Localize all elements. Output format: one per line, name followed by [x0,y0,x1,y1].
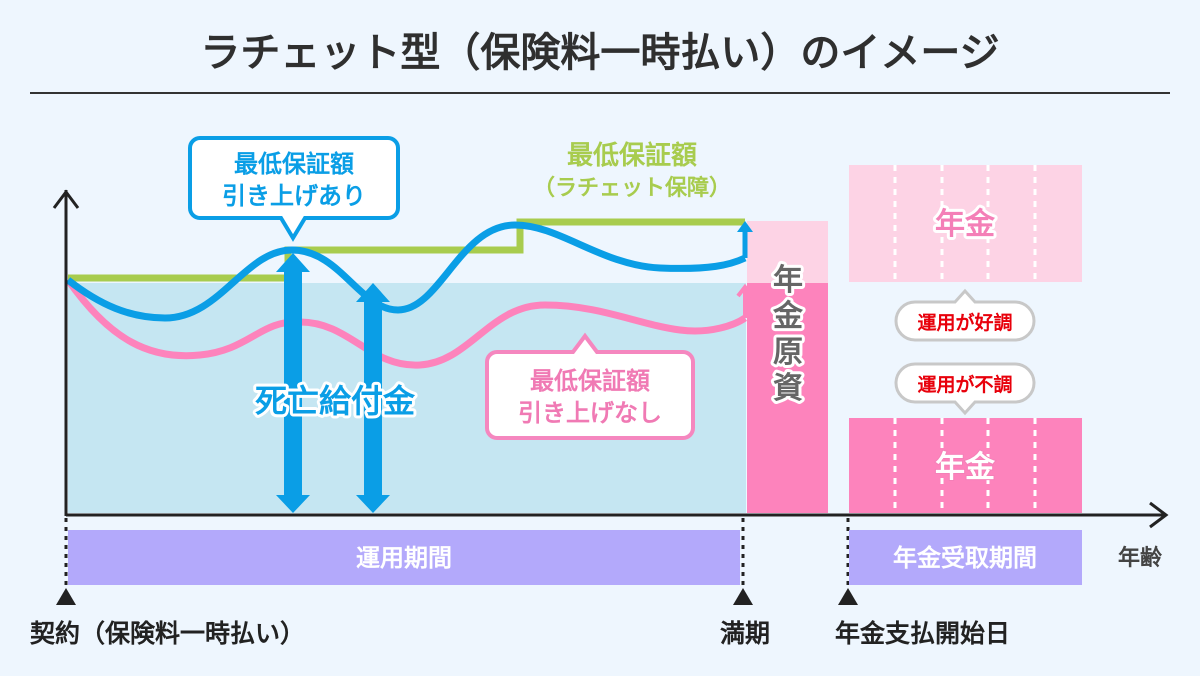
pension-good-box [849,165,1082,282]
receipt-period-bar [849,530,1082,585]
pension-fund-char: 原 [773,335,803,370]
guarantee-line-green [68,218,745,282]
double-arrow-icon [356,283,390,513]
pension-good-label: 年金 [935,207,996,242]
milestone-contract: 契約（保険料一時払い） [30,619,305,648]
triangle-icon [733,588,753,605]
death-benefit-arrows [276,253,390,513]
pension-bad-label: 年金 [935,450,996,485]
pension-fund-lower [747,283,828,513]
death-benefit-label: 死亡給付金 [255,382,416,420]
triangle-icon [56,588,76,605]
investment-period-bar [68,530,740,585]
callout-without-raise: 最低保証額 引き上げなし [485,332,695,440]
page-title: ラチェット型（保険料一時払い）のイメージ [200,30,999,76]
milestone-ticks [64,518,850,588]
callout-without-raise-line2: 引き上げなし [518,399,662,427]
pension-fund-char: 資 [773,371,803,406]
curve-without-raise [65,277,748,369]
milestone-maturity: 満期 [720,619,770,648]
curve-with-raise [65,221,747,322]
x-axis-arrow-icon [1149,501,1169,529]
blue-up-arrow-icon [737,221,753,232]
pension-fund-char: 金 [772,299,804,334]
x-axis-label: 年齢 [1118,545,1163,571]
y-axis-arrow-icon [52,189,80,209]
callout-with-raise-line1: 最低保証額 [234,150,354,178]
milestone-markers [56,588,858,605]
pension-dividers [893,165,1037,513]
bubble-good-text: 運用が好調 [917,311,1012,334]
callout-with-raise-line2: 引き上げあり [222,182,366,210]
pension-fund-label: 年 金 原 資 [769,260,807,409]
callout-with-raise: 最低保証額 引き上げあり [188,136,400,242]
triangle-icon [838,588,858,605]
callout-ratchet: 最低保証額 （ラチェット保障） [533,140,731,201]
callout-without-raise-line1: 最低保証額 [530,367,650,395]
receipt-period-label: 年金受取期間 [893,544,1037,572]
pink-up-arrow-icon [736,283,754,318]
callout-ratchet-line1: 最低保証額 [567,140,697,171]
callout-ratchet-line2: （ラチェット保障） [533,175,731,201]
investment-period-label: 運用期間 [356,544,452,572]
bubble-bad: 運用が不調 [894,362,1036,416]
bubble-good: 運用が好調 [894,288,1036,342]
pension-bad-box [849,418,1082,513]
pension-fund-upper [747,221,828,283]
milestone-payout-start: 年金支払開始日 [835,619,1010,648]
pension-fund-char: 年 [773,263,803,298]
double-arrow-icon [276,253,310,513]
bubble-bad-text: 運用が不調 [917,373,1012,396]
